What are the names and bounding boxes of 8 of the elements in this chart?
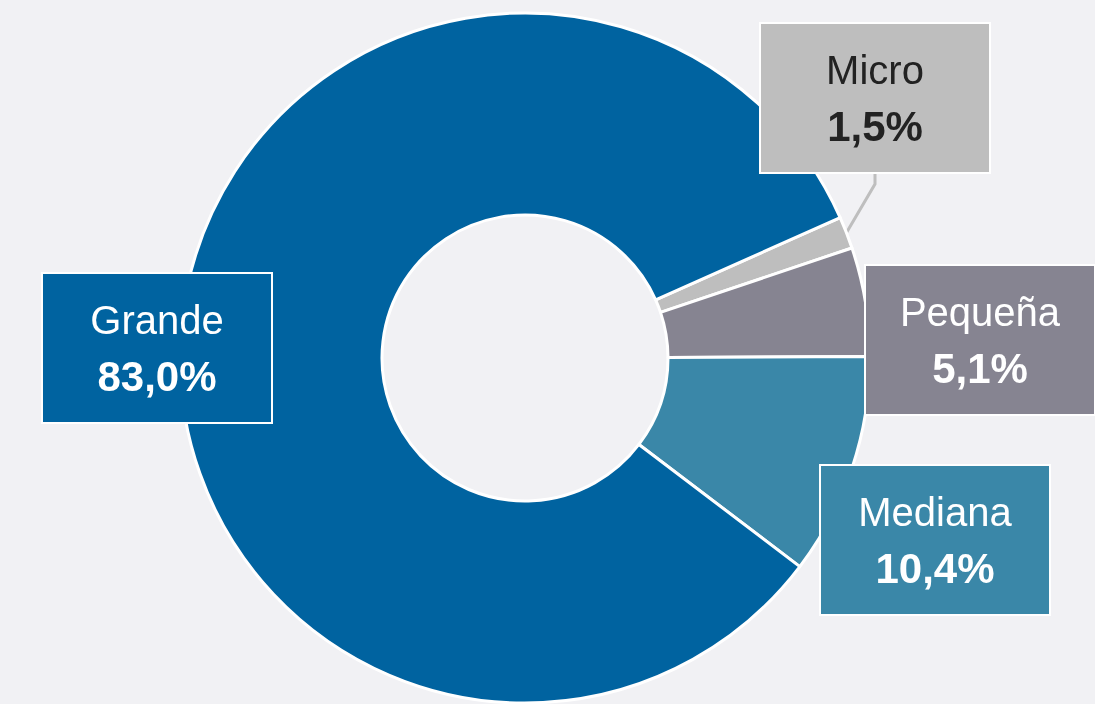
slice-label: Pequeña <box>899 290 1061 334</box>
data-label: 1,5% <box>827 102 923 150</box>
slice-label: Mediana <box>858 490 1013 534</box>
slice-label: Grande <box>90 298 224 342</box>
data-label: 10,4% <box>875 544 995 592</box>
data-label: 83,0% <box>97 352 217 400</box>
data-label: 5,1% <box>932 344 1028 392</box>
slice-label: Micro <box>826 48 924 92</box>
